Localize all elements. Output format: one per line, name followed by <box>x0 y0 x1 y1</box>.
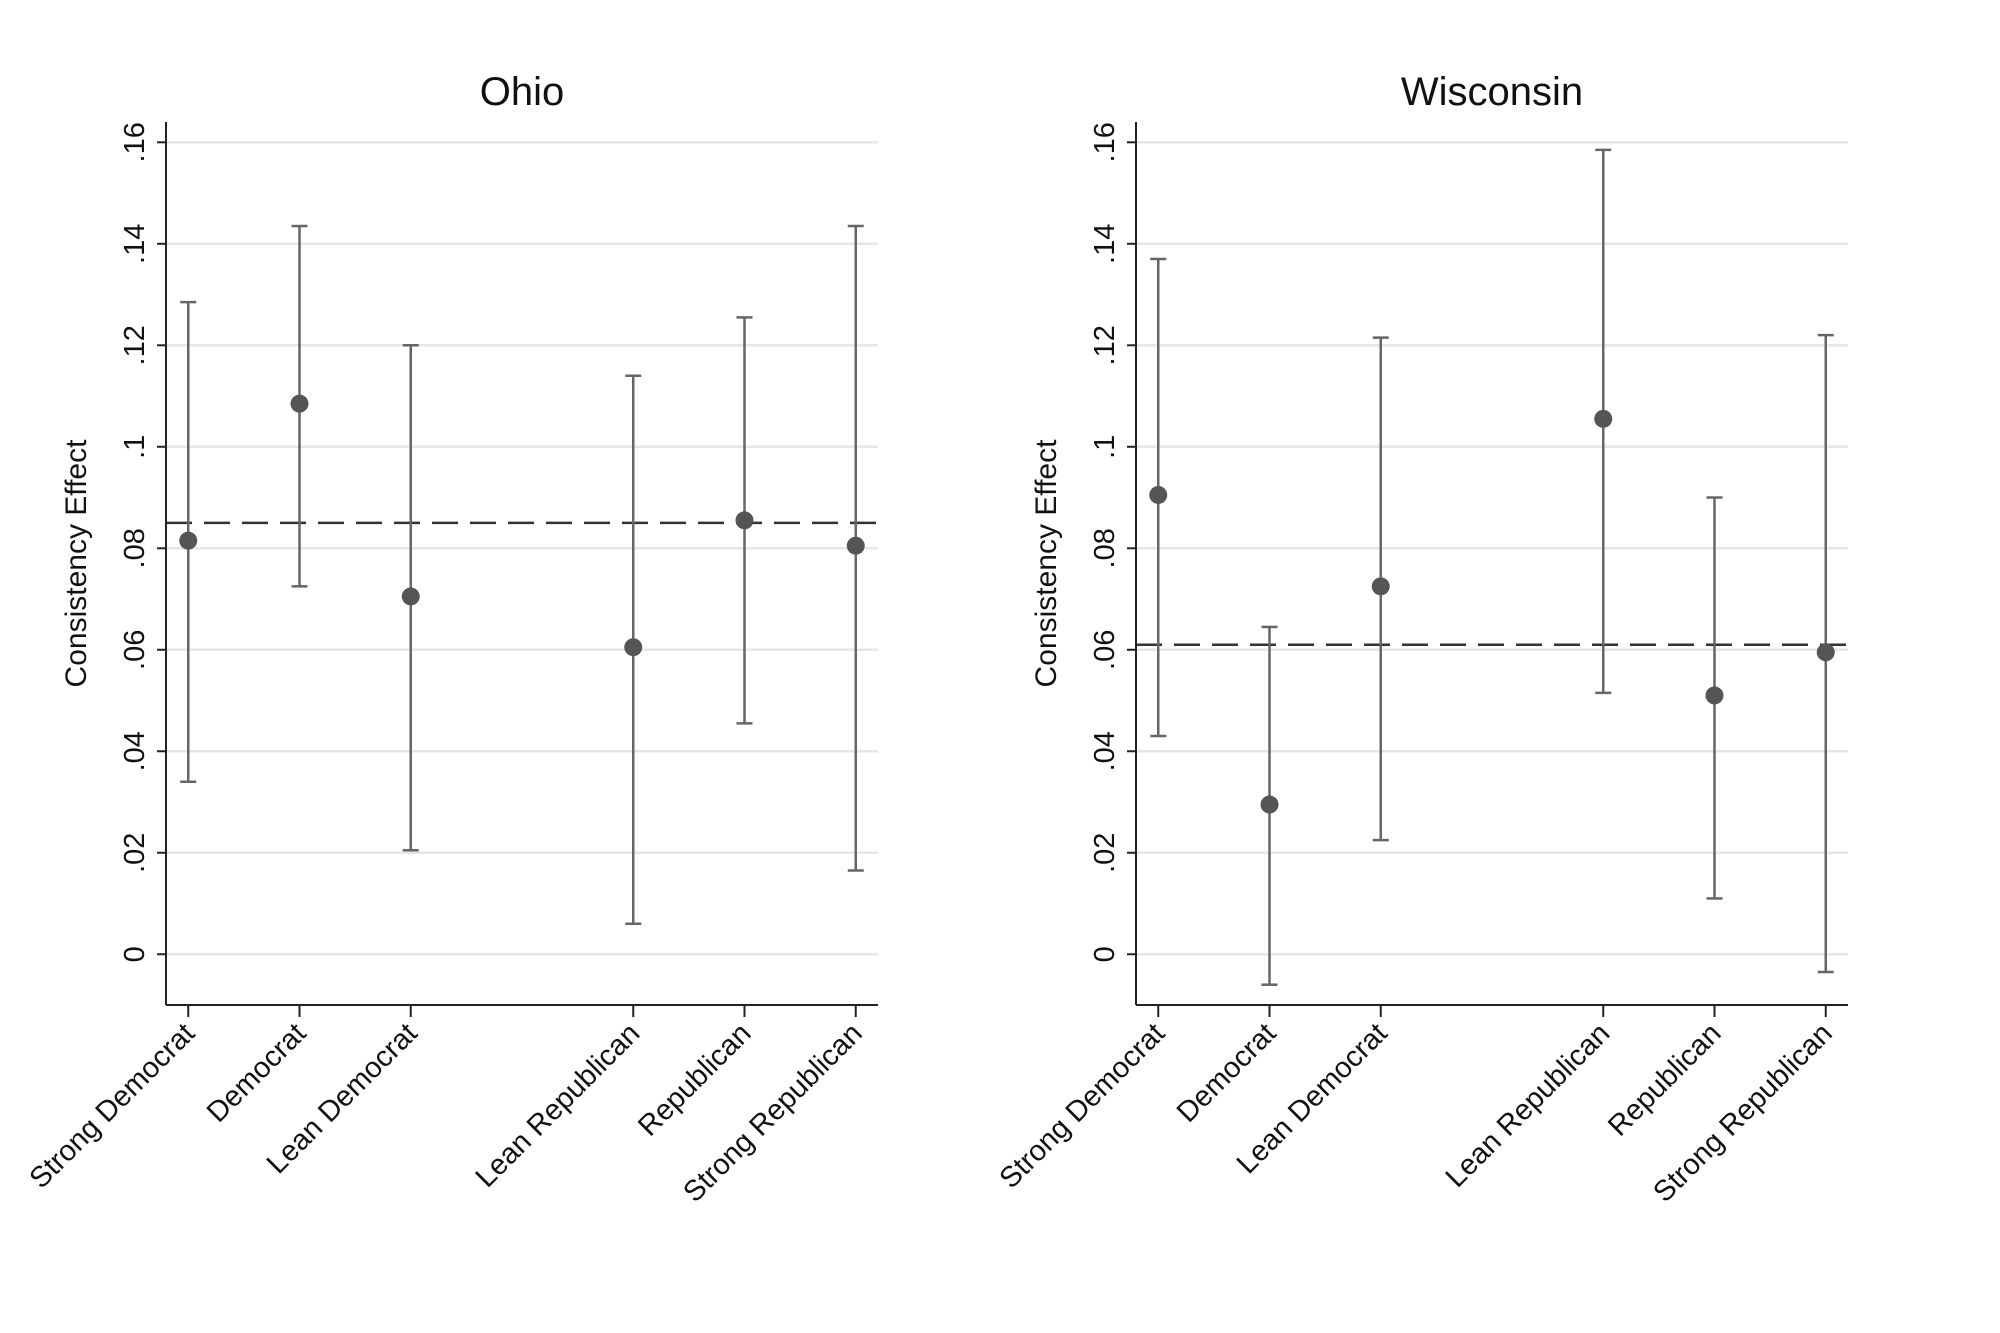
data-point <box>1260 795 1279 814</box>
panel-wisconsin: Wisconsin 0 .02 .04 .06 .08 .1 .12 .14 .16 Consist… <box>994 70 1848 1209</box>
data-point <box>846 536 865 555</box>
data-point <box>735 511 754 530</box>
y-axis-label: Consistency Effect <box>60 439 93 688</box>
data-point <box>401 587 420 606</box>
data-point <box>1816 643 1835 662</box>
y-tick-label: .06 <box>119 630 151 670</box>
y-tick-label: 0 <box>1089 946 1121 962</box>
data-point <box>624 638 643 657</box>
x-tick-label: Lean Republican <box>1440 1017 1617 1194</box>
y-tick-label: .14 <box>119 224 151 264</box>
y-tick-label: .02 <box>119 833 151 873</box>
data-point <box>1149 485 1168 504</box>
y-tick-label: .04 <box>1089 731 1121 771</box>
y-axis-label: Consistency Effect <box>1030 439 1063 688</box>
x-tick-label: Democrat <box>201 1017 313 1129</box>
y-tick-label: .02 <box>1089 833 1121 873</box>
data-point <box>1594 409 1613 428</box>
y-tick-label: .06 <box>1089 630 1121 670</box>
data-point <box>179 531 198 550</box>
data-point <box>290 394 309 413</box>
x-tick-label: Strong Democrat <box>994 1017 1172 1195</box>
y-tick-label: .04 <box>119 731 151 771</box>
y-tick-label: .1 <box>119 435 151 459</box>
y-tick-label: .16 <box>1089 122 1121 162</box>
data-point <box>1371 577 1390 596</box>
x-tick-label: Lean Republican <box>470 1017 647 1194</box>
y-tick-label: .08 <box>119 528 151 568</box>
panel-ohio: Ohio 0 .02 .04 .06 .08 .1 .12 .14 .16 Consistency … <box>24 70 878 1209</box>
chart-title: Ohio <box>480 70 565 114</box>
data-point <box>1705 686 1724 705</box>
y-tick-label: 0 <box>119 946 151 962</box>
y-tick-label: .08 <box>1089 528 1121 568</box>
y-tick-label: .12 <box>1089 325 1121 365</box>
y-tick-label: .14 <box>1089 224 1121 264</box>
x-tick-label: Strong Democrat <box>24 1017 202 1195</box>
chart-title: Wisconsin <box>1401 70 1583 114</box>
x-tick-label: Democrat <box>1171 1017 1283 1129</box>
y-tick-label: .16 <box>119 122 151 162</box>
y-tick-label: .12 <box>119 325 151 365</box>
y-tick-label: .1 <box>1089 435 1121 459</box>
